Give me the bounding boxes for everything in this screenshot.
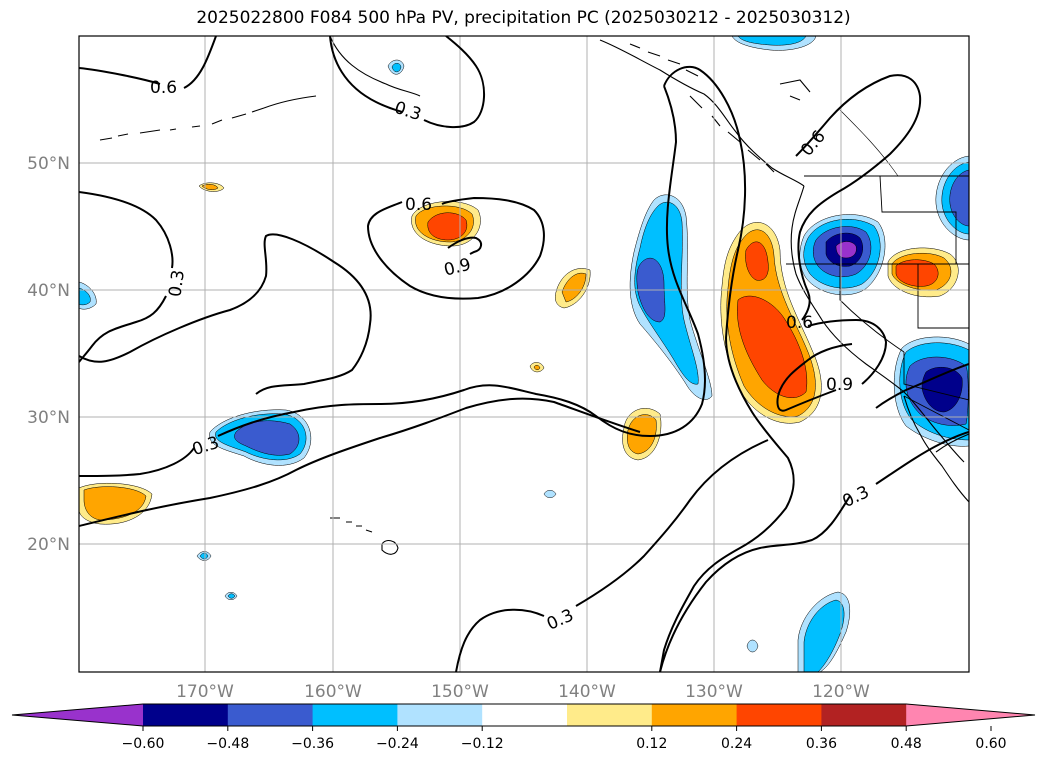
nevada-east-border — [917, 264, 969, 329]
colorbar-tick-label: 0.24 — [721, 736, 752, 752]
idaho-border — [879, 175, 957, 264]
map-title: 2025022800 F084 500 hPa PV, precipitatio… — [196, 8, 851, 28]
pv-contour-ridge-east — [875, 363, 969, 409]
lon-label-160w: 160°W — [304, 682, 362, 702]
pv-contours — [79, 36, 969, 672]
precip-negative-region — [803, 599, 845, 672]
precip-positive-region — [201, 184, 219, 190]
map-panel: 0.6 0.3 0.3 0.6 0.9 0.6 0.6 0.9 0.3 0.3 … — [79, 36, 969, 672]
bc-islands — [689, 95, 775, 173]
colorbar: −0.60 −0.48 −0.36 −0.24 −0.12 0.12 0.24 0.36 0.4… — [11, 703, 1036, 752]
pv-contour-0.6-gulf-loop — [366, 196, 545, 300]
precip-negative-region — [199, 552, 209, 560]
longitude-labels: 170°W 160°W 150°W 140°W 130°W 120°W — [176, 682, 870, 702]
precip-negative-region — [835, 241, 857, 259]
pv-contour-0.3-midwest — [79, 233, 372, 395]
precip-negative-region — [634, 202, 699, 385]
contour-label: 0.9 — [826, 375, 853, 395]
colorbar-segment — [312, 704, 398, 726]
contour-label: 0.3 — [165, 269, 189, 299]
pv-contour-trough — [659, 65, 795, 672]
aleutian-islands — [99, 107, 265, 141]
lat-label-20n: 20°N — [27, 535, 70, 555]
pv-contour-0.3-south-lower — [455, 439, 769, 672]
precipitation-shading — [79, 36, 969, 672]
pv-contour-0.3-southeast — [659, 431, 969, 672]
contour-label: 0.6 — [405, 195, 432, 215]
precip-negative-region — [737, 36, 807, 46]
latitude-labels: 50°N 40°N 30°N 20°N — [27, 154, 70, 555]
colorbar-segment — [397, 704, 483, 726]
lat-label-50n: 50°N — [27, 154, 70, 174]
colorbar-extend-high — [906, 704, 1035, 726]
colorbar-segment — [227, 704, 314, 726]
colorbar-tick-label: 0.36 — [806, 736, 837, 752]
gridlines — [79, 36, 969, 672]
colorbar-tick-label: −0.36 — [291, 736, 334, 752]
panhandle-coast — [599, 39, 805, 187]
colorbar-segment — [567, 704, 653, 726]
arizona-border — [903, 352, 969, 401]
lon-label-170w: 170°W — [176, 682, 234, 702]
precip-negative-region — [79, 287, 91, 306]
colorbar-tick-label: −0.48 — [206, 736, 249, 752]
precip-negative-region — [746, 639, 759, 653]
lon-label-130w: 130°W — [685, 682, 743, 702]
north-coast-bits — [779, 79, 811, 101]
precip-negative-region — [227, 593, 236, 599]
precip-positive-region — [737, 295, 808, 398]
hawaii-islands — [330, 517, 373, 533]
coastlines — [99, 36, 969, 555]
map-frame — [78, 35, 970, 673]
colorbar-segment — [651, 704, 738, 726]
pv-contour-0.6-lobe — [795, 74, 922, 321]
hawaii-big-island — [381, 539, 399, 555]
pv-contour-0.3-west — [79, 191, 174, 363]
colorbar-extend-low — [12, 704, 143, 726]
mexico-border — [903, 395, 969, 431]
precip-negative-region — [543, 490, 557, 498]
lat-label-30n: 30°N — [27, 408, 70, 428]
pv-contour-0.3-south — [79, 397, 641, 527]
bc-border-thin — [839, 109, 899, 177]
precip-positive-region — [561, 272, 587, 303]
contour-label: 0.6 — [150, 78, 177, 98]
colorbar-segment — [821, 704, 907, 726]
alaska-islands-top — [629, 43, 699, 77]
colorbar-tick-label: −0.24 — [376, 736, 419, 752]
precip-negative-region — [391, 63, 402, 73]
precip-positive-region — [427, 212, 468, 241]
alaska-coast — [329, 36, 421, 97]
precip-positive-region — [895, 259, 939, 287]
colorbar-tick-label: 0.60 — [975, 736, 1006, 752]
precip-negative-region — [234, 420, 300, 456]
gulf-of-california — [935, 433, 969, 453]
colorbar-tick-label: 0.48 — [891, 736, 922, 752]
colorbar-segment — [736, 704, 822, 726]
colorbar-tick-label: −0.12 — [461, 736, 504, 752]
lon-label-140w: 140°W — [558, 682, 616, 702]
colorbar-segment — [482, 704, 568, 726]
lon-label-120w: 120°W — [812, 682, 870, 702]
pv-contour-0.3-aleutian — [329, 36, 486, 128]
pv-contour-0.9-gulf — [447, 236, 482, 255]
pv-contour-0.9-cut — [776, 318, 888, 412]
us-west-coast — [790, 185, 965, 463]
pv-contour-0.3-ridge — [79, 85, 706, 477]
precip-positive-region — [533, 364, 541, 371]
precip-positive-region — [745, 241, 769, 281]
lat-label-40n: 40°N — [27, 281, 70, 301]
precip-positive-region — [627, 414, 657, 455]
contour-label: 0.6 — [786, 313, 813, 333]
pv-contour-0.6-northwest — [79, 36, 217, 89]
colorbar-segment — [143, 704, 229, 726]
alaska-peninsula — [263, 95, 317, 109]
lon-label-150w: 150°W — [431, 682, 489, 702]
colorbar-tick-label: −0.60 — [122, 736, 165, 752]
colorbar-tick-label: 0.12 — [636, 736, 667, 752]
